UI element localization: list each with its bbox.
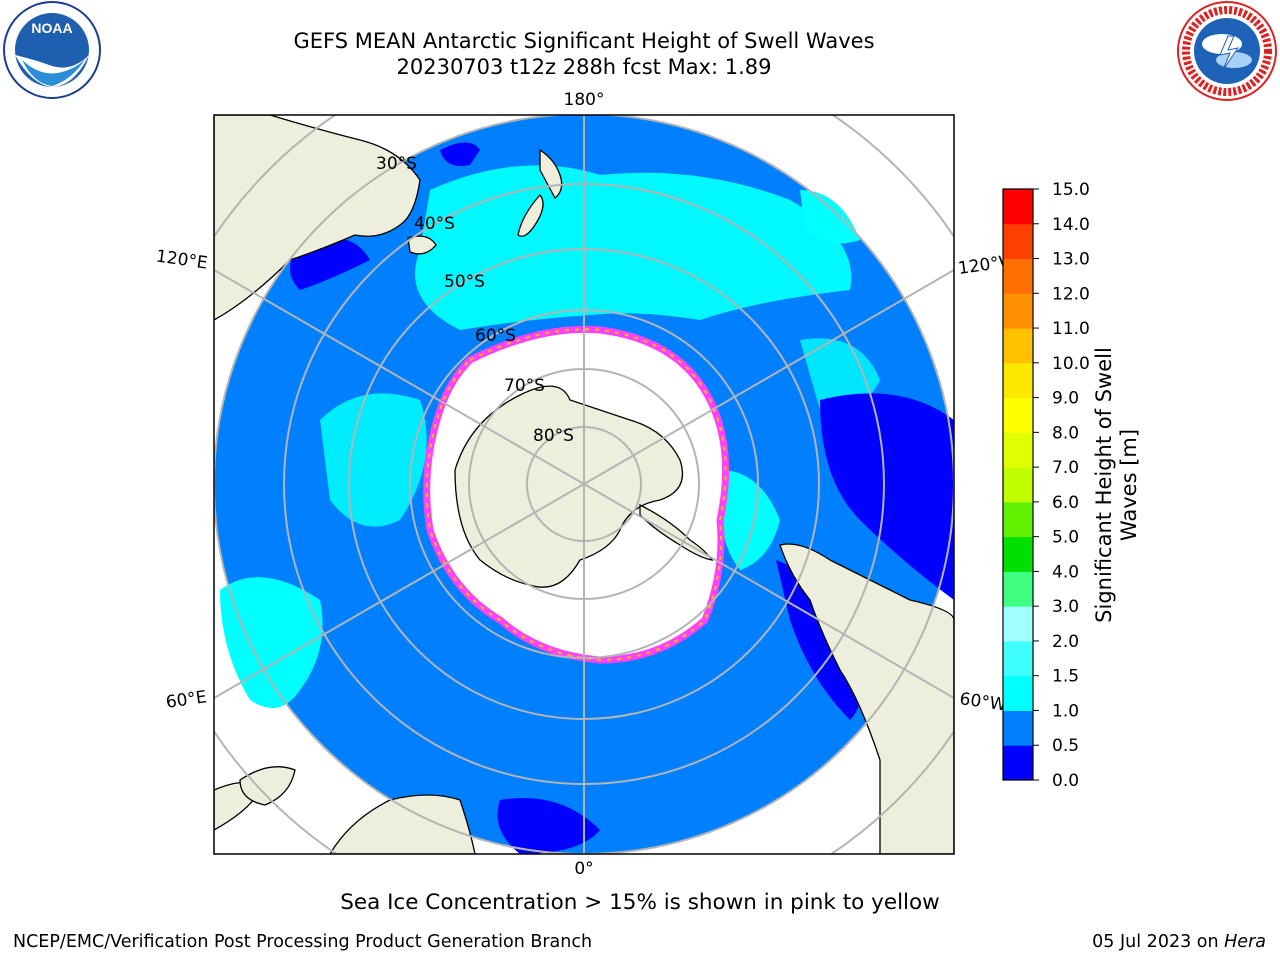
svg-text:NOAA: NOAA — [31, 20, 72, 36]
colorbar-segment — [1003, 397, 1033, 433]
colorbar-tick-label: 4.0 — [1052, 562, 1079, 582]
colorbar-tick-label: 12.0 — [1052, 284, 1090, 304]
colorbar-tick-label: 6.0 — [1052, 493, 1079, 513]
colorbar-tick-label: 2.0 — [1052, 632, 1079, 652]
lon-label-180: 180° — [564, 90, 605, 110]
colorbar-segment — [1003, 640, 1033, 677]
colorbar-segment — [1003, 571, 1033, 607]
colorbar-segment — [1003, 223, 1033, 260]
colorbar-tick-label: 11.0 — [1052, 319, 1090, 339]
lon-label-120e: 120°E — [155, 247, 209, 274]
colorbar-segment — [1003, 362, 1033, 399]
lon-label-60e: 60°E — [165, 687, 208, 712]
sea-ice-note: Sea Ice Concentration > 15% is shown in … — [340, 890, 940, 915]
production-date: 05 Jul 2023 on Hera — [1092, 932, 1266, 952]
antarctica-land — [454, 385, 684, 588]
sea-ice-edge — [425, 328, 727, 662]
colorbar-segment — [1003, 467, 1033, 503]
producer-credit: NCEP/EMC/Verification Post Processing Pr… — [13, 932, 593, 952]
colorbar-tick-label: 8.0 — [1052, 423, 1079, 443]
lat-label-60s: 60°S — [475, 326, 516, 346]
colorbar-tick-label: 10.0 — [1052, 354, 1090, 374]
colorbar-segment — [1003, 293, 1033, 329]
madagascar-island — [239, 766, 296, 806]
lat-label-30s: 30°S — [376, 154, 417, 174]
colorbar-segment — [1003, 710, 1033, 746]
colorbar-segment — [1003, 501, 1033, 538]
colorbar-segment — [1003, 675, 1033, 711]
longitude-gridlines — [214, 115, 954, 854]
antarctic-peninsula — [639, 503, 714, 561]
lat-label-50s: 50°S — [444, 272, 485, 292]
colorbar-tick-label: 5.0 — [1052, 528, 1079, 548]
colorbar-segment — [1003, 189, 1033, 225]
noaa-logo-icon: NOAA — [3, 1, 101, 99]
lat-label-70s: 70°S — [504, 376, 545, 396]
colorbar-label: Significant Height of Swell Waves [m] — [1092, 347, 1141, 623]
chart-title: GEFS MEAN Antarctic Significant Height o… — [293, 29, 875, 53]
colorbar-tick-label: 1.0 — [1052, 701, 1079, 721]
lon-label-0: 0° — [574, 859, 593, 879]
colorbar: 0.0 0.5 1.0 1.5 2.0 3.0 4.0 5.0 6.0 7.0 8.0 9.0 10.0… — [1002, 180, 1090, 791]
tasmania-land — [407, 235, 437, 255]
colorbar-tick-label: 3.0 — [1052, 597, 1079, 617]
map-frame — [213, 114, 955, 855]
colorbar-tick-label: 9.0 — [1052, 389, 1079, 409]
africa-land — [329, 794, 476, 854]
swell-band-cyan — [220, 165, 880, 708]
colorbar-tick-label: 7.0 — [1052, 458, 1079, 478]
colorbar-tick-label: 1.5 — [1052, 667, 1079, 687]
colorbar-tick-label: 0.5 — [1052, 736, 1079, 756]
chart-subtitle: 20230703 t12z 288h fcst Max: 1.89 — [396, 55, 772, 79]
colorbar-tick-label: 13.0 — [1052, 250, 1090, 270]
machine-name: Hera — [1224, 932, 1266, 952]
colorbar-segment — [1003, 258, 1033, 294]
colorbar-frame — [1002, 188, 1034, 781]
colorbar-segment — [1003, 606, 1033, 642]
lat-label-80s: 80°S — [533, 426, 574, 446]
colorbar-tick-label: 14.0 — [1052, 215, 1090, 235]
date-text: 05 Jul 2023 on — [1092, 932, 1225, 952]
swell-band-blue — [290, 142, 954, 854]
colorbar-tick-label: 0.0 — [1052, 771, 1079, 791]
nws-logo-icon — [1177, 1, 1277, 101]
colorbar-tick-label: 15.0 — [1052, 180, 1090, 200]
new-zealand-south — [517, 193, 544, 237]
colorbar-segment — [1003, 432, 1033, 468]
lon-label-60w: 60°W — [958, 689, 1007, 715]
colorbar-segment — [1003, 745, 1033, 781]
lat-label-40s: 40°S — [414, 214, 455, 234]
colorbar-segment — [1003, 328, 1033, 364]
colorbar-segment — [1003, 536, 1033, 572]
